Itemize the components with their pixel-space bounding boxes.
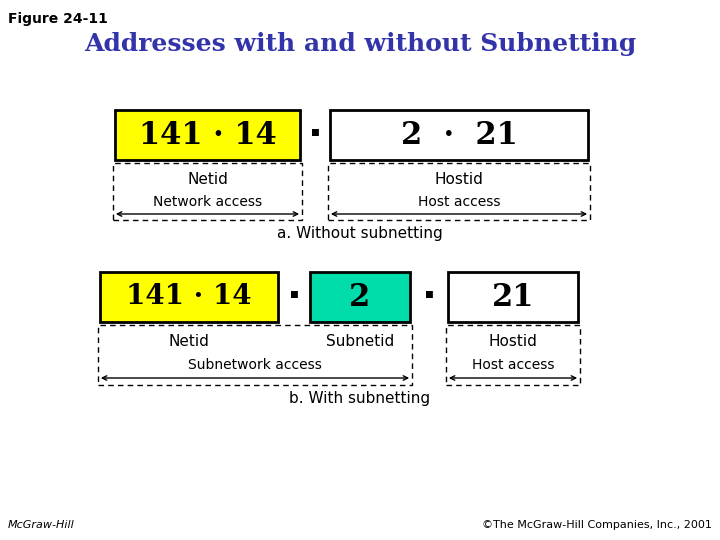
Text: Netid: Netid (168, 334, 210, 348)
Text: ©The McGraw-Hill Companies, Inc., 2001: ©The McGraw-Hill Companies, Inc., 2001 (482, 520, 712, 530)
Text: 21: 21 (492, 281, 534, 313)
Bar (100, 272, 278, 322)
Text: Figure 24-11: Figure 24-11 (8, 12, 108, 26)
Bar (310, 272, 410, 322)
Text: Hostid: Hostid (435, 172, 483, 186)
Text: Host access: Host access (472, 358, 554, 372)
Bar (328, 163, 590, 220)
Text: a. Without subnetting: a. Without subnetting (277, 226, 443, 241)
Text: 2: 2 (349, 281, 371, 313)
Text: b. With subnetting: b. With subnetting (289, 391, 431, 406)
Text: ·: · (307, 116, 323, 154)
Text: Subnetwork access: Subnetwork access (188, 358, 322, 372)
Text: Netid: Netid (187, 172, 228, 186)
Bar (446, 325, 580, 385)
Bar (98, 325, 412, 385)
Text: Network access: Network access (153, 195, 262, 209)
Text: Host access: Host access (418, 195, 500, 209)
Text: Subnetid: Subnetid (326, 334, 394, 348)
Text: 141 · 14: 141 · 14 (139, 119, 276, 151)
Bar (448, 272, 578, 322)
Text: ·: · (422, 278, 436, 316)
Text: Hostid: Hostid (489, 334, 537, 348)
Text: ·: · (287, 278, 302, 316)
Text: 141 · 14: 141 · 14 (126, 284, 252, 310)
Text: 2  ·  21: 2 · 21 (400, 119, 518, 151)
Text: Addresses with and without Subnetting: Addresses with and without Subnetting (84, 32, 636, 56)
Bar (113, 163, 302, 220)
Bar (115, 110, 300, 160)
Bar (330, 110, 588, 160)
Text: McGraw-Hill: McGraw-Hill (8, 520, 75, 530)
